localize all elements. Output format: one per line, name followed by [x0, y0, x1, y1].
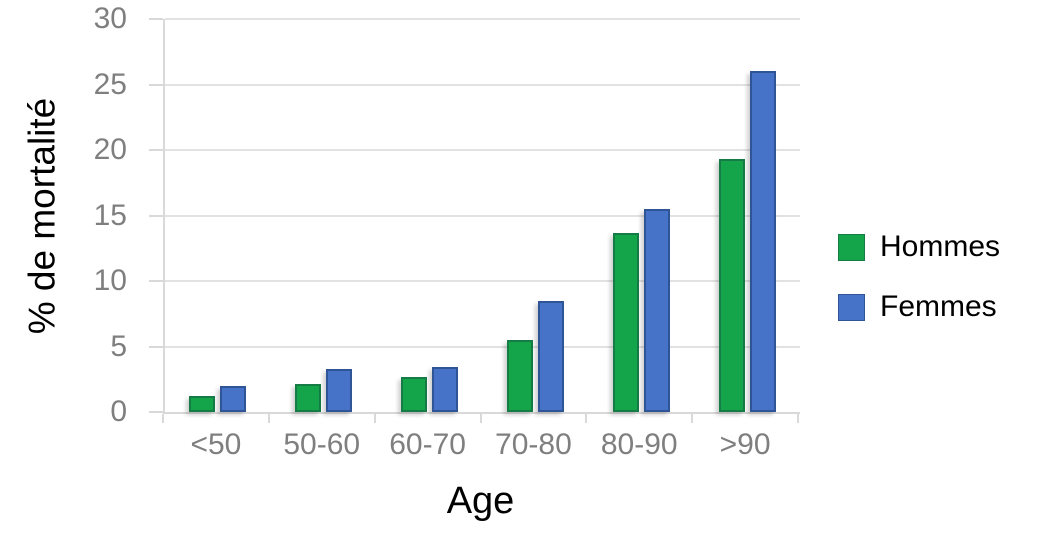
y-axis-tick-25	[149, 83, 163, 86]
x-axis-tick-0	[162, 414, 164, 423]
y-tick-label-30: 30	[93, 2, 127, 35]
bar-hommes-50-60	[295, 384, 322, 412]
gridline-25	[165, 83, 800, 86]
bar-femmes-70-80	[537, 301, 564, 412]
gridline-10	[165, 280, 800, 282]
y-tick-label-5: 5	[110, 329, 127, 363]
plot-area	[163, 18, 800, 414]
x-axis-tick-1	[267, 414, 270, 423]
legend-swatch-hommes	[838, 233, 865, 261]
bar-hommes->90	[718, 159, 745, 412]
x-category-label-<50: <50	[190, 428, 242, 461]
x-category-label-50-60: 50-60	[283, 428, 361, 461]
bar-hommes-80-90	[612, 233, 639, 412]
x-axis-tick-3	[479, 414, 482, 423]
x-axis-tick-4	[585, 414, 588, 423]
gridline-30	[165, 18, 800, 20]
x-axis-title: Age	[446, 480, 515, 522]
bar-femmes->90	[749, 71, 776, 412]
bar-femmes-80-90	[643, 209, 670, 412]
legend-label-hommes: Hommes	[880, 230, 1001, 263]
legend-swatch-femmes	[838, 293, 865, 321]
y-tick-label-25: 25	[93, 67, 127, 101]
x-axis-tick-2	[373, 414, 376, 423]
x-category-label->90: >90	[719, 428, 771, 461]
y-tick-label-15: 15	[93, 198, 127, 232]
x-category-label-70-80: 70-80	[495, 428, 572, 461]
bar-femmes-<50	[220, 386, 247, 412]
y-axis-tick-5	[149, 345, 163, 348]
y-axis-tick-10	[149, 280, 163, 282]
y-tick-label-20: 20	[93, 133, 127, 166]
y-axis-tick-30	[149, 18, 163, 20]
x-axis-tick-5	[691, 414, 694, 423]
bar-hommes-60-70	[401, 377, 428, 412]
bar-hommes-<50	[189, 396, 216, 412]
bar-femmes-50-60	[326, 369, 353, 412]
y-tick-label-10: 10	[93, 264, 127, 297]
gridline-20	[165, 149, 800, 151]
gridline-5	[165, 345, 800, 348]
x-category-label-80-90: 80-90	[600, 428, 678, 461]
x-axis-tick-6	[797, 414, 799, 423]
bar-hommes-70-80	[506, 340, 533, 412]
x-category-label-60-70: 60-70	[389, 428, 466, 461]
bar-femmes-60-70	[432, 367, 459, 412]
legend: Hommes Femmes	[838, 230, 1000, 324]
y-axis-tick-0	[149, 411, 163, 413]
gridline-15	[165, 214, 800, 217]
legend-item-femmes: Femmes	[838, 290, 1000, 324]
legend-label-femmes: Femmes	[880, 290, 997, 323]
legend-item-hommes: Hommes	[838, 230, 1000, 264]
y-axis-tick-15	[149, 214, 163, 217]
y-axis-tick-20	[149, 149, 163, 151]
y-tick-label-0: 0	[110, 395, 127, 428]
